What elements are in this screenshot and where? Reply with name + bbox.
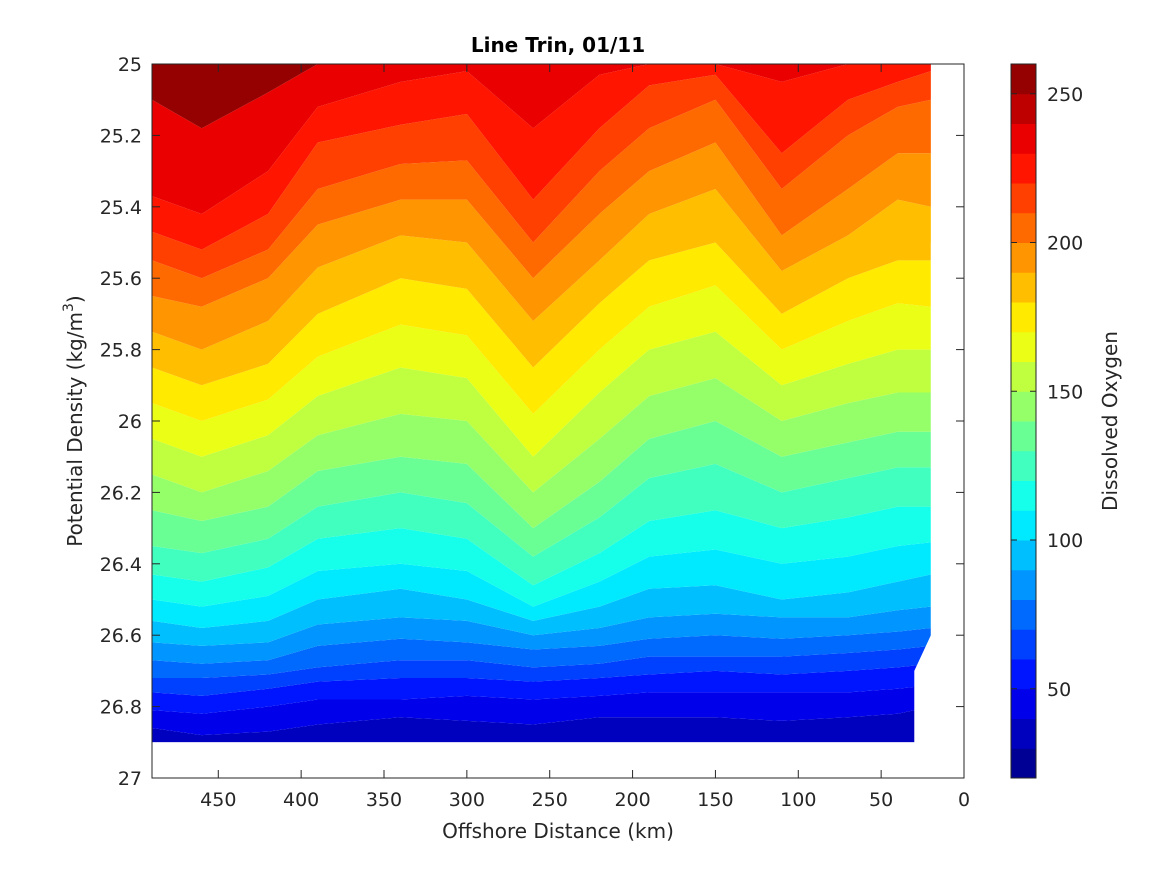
no-data-region [914, 64, 964, 778]
colorbar-segment [1011, 242, 1036, 273]
colorbar-ticks: 50 100 150 200 250 [1011, 84, 1083, 701]
colorbar-segment [1011, 64, 1036, 95]
colorbar-segment [1011, 510, 1036, 541]
contour-band [152, 285, 931, 457]
colorbar-tick-label: 150 [1047, 381, 1083, 403]
x-tick-label: 50 [869, 789, 893, 811]
x-tick-label: 450 [200, 789, 236, 811]
contour-band [152, 574, 931, 646]
x-tick-label: 100 [780, 789, 816, 811]
y-tick-label: 26 [118, 411, 142, 433]
colorbar-segment [1011, 450, 1036, 481]
colorbar-segment [1011, 540, 1036, 571]
colorbar-segment [1011, 659, 1036, 690]
contour-band [152, 663, 931, 714]
y-tick-label: 27 [118, 768, 142, 790]
colorbar-segment [1011, 421, 1036, 452]
colorbar-segment [1011, 748, 1036, 779]
colorbar-label: Dissolved Oxygen [1098, 331, 1122, 511]
contour-band [152, 71, 931, 279]
contour-band [152, 645, 931, 696]
colorbar-segment [1011, 331, 1036, 362]
colorbar-segment [1011, 718, 1036, 749]
colorbar-segment [1011, 599, 1036, 630]
contour-band [152, 706, 931, 743]
y-tick-label: 26.6 [100, 625, 142, 647]
x-tick-label: 350 [366, 789, 402, 811]
contour-band [152, 99, 931, 307]
contour-band [152, 378, 931, 529]
y-axis-label-main: Potential Density (kg/m [63, 312, 87, 547]
colorbar-segment [1011, 153, 1036, 184]
colorbar-segment [1011, 391, 1036, 422]
x-tick-label: 300 [449, 789, 485, 811]
y-axis-label-close: ) [63, 295, 87, 303]
contour-band [152, 331, 931, 493]
y-tick-label: 25.8 [100, 340, 142, 362]
contour-band [152, 628, 931, 679]
colorbar-segment [1011, 272, 1036, 303]
contour-band [152, 542, 931, 629]
contour-bands [152, 64, 964, 778]
y-tick-label: 25 [118, 54, 142, 76]
x-tick-label: 400 [283, 789, 319, 811]
colorbar-segment [1011, 212, 1036, 243]
y-tick-label: 25.2 [100, 125, 142, 147]
y-tick-label: 26.8 [100, 697, 142, 719]
y-tick-label: 26.4 [100, 554, 142, 576]
colorbar-tick-label: 50 [1047, 679, 1071, 701]
no-data-region [152, 742, 964, 778]
y-axis-label: Potential Density (kg/m3) [61, 295, 87, 546]
contour-band [152, 242, 931, 421]
colorbar-segment [1011, 93, 1036, 124]
contour-band [152, 463, 931, 586]
x-tick-label: 250 [532, 789, 568, 811]
contour-band [152, 606, 931, 664]
colorbar-tick-label: 200 [1047, 233, 1083, 255]
y-tick-label: 26.2 [100, 482, 142, 504]
contour-band [152, 142, 931, 350]
x-tick-label: 0 [958, 789, 970, 811]
contour-band [152, 64, 931, 250]
colorbar-segment [1011, 688, 1036, 719]
y-tick-label: 25.6 [100, 268, 142, 290]
colorbar-segment [1011, 183, 1036, 214]
x-axis: 450 400 350 300 250 200 150 100 50 0 [200, 64, 970, 811]
y-tick-label: 25.4 [100, 197, 142, 219]
colorbar-segment [1011, 629, 1036, 660]
colorbar-tick-label: 250 [1047, 84, 1083, 106]
chart-title: Line Trin, 01/11 [471, 33, 645, 57]
colorbar-segment [1011, 123, 1036, 154]
contour-band [152, 506, 931, 607]
y-axis: 25 25.2 25.4 25.6 25.8 26 26.2 26.4 26.6 26.8 27 [100, 54, 964, 790]
contour-band [152, 188, 931, 386]
colorbar-segment [1011, 302, 1036, 333]
y-axis-label-superscript: 3 [61, 303, 77, 312]
x-tick-label: 200 [614, 789, 650, 811]
contour-band [152, 421, 931, 557]
x-tick-label: 150 [697, 789, 733, 811]
colorbar-segment [1011, 480, 1036, 511]
colorbar [1011, 64, 1036, 779]
colorbar-frame [1010, 63, 1037, 779]
contour-band [152, 64, 931, 214]
colorbar-segment [1011, 361, 1036, 392]
contour-band [152, 64, 931, 129]
colorbar-tick-label: 100 [1047, 530, 1083, 552]
contour-band [152, 685, 931, 736]
colorbar-segment [1011, 569, 1036, 600]
x-axis-label: Offshore Distance (km) [442, 819, 674, 843]
